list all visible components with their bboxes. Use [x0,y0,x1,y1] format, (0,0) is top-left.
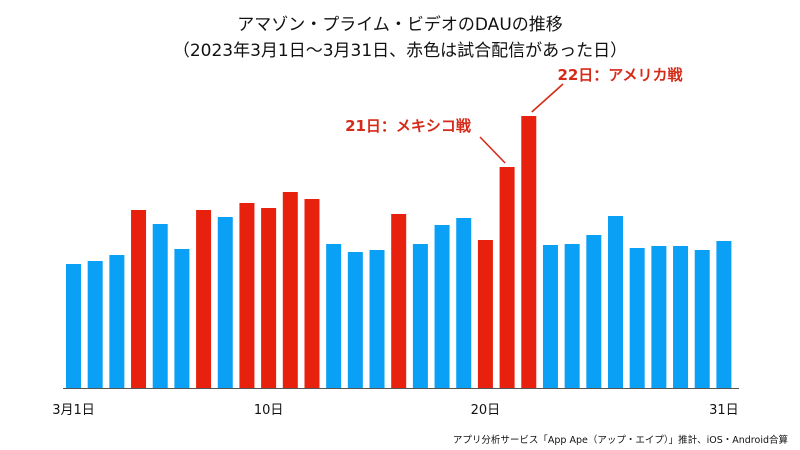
bar-day-21 [499,167,515,388]
bar-day-16 [391,214,407,388]
bar-day-28 [651,246,667,388]
bar-day-14 [347,252,363,388]
source-note: アプリ分析サービス「App Ape（アップ・エイプ）」推計、iOS・Androi… [452,435,788,446]
x-tick-label: 10日 [254,403,284,418]
bar-day-2 [87,261,103,388]
chart-title: アマゾン・プライム・ビデオのDAUの推移 [237,15,563,35]
annotation-leader-line [531,83,564,113]
x-tick-label: 20日 [471,403,501,418]
bar-day-26 [608,216,623,388]
chart-subtitle: （2023年3月1日〜3月31日、赤色は試合配信があった日） [172,41,628,61]
bar-day-18 [434,225,450,388]
bar-day-17 [412,244,428,388]
bar-day-5 [152,224,168,388]
bar-day-19 [456,218,472,388]
bar-day-15 [369,250,385,388]
bar-day-23 [542,245,558,388]
bar-day-10 [261,208,277,388]
annotation-usa-game: 22日：アメリカ戦 [557,66,683,84]
x-tick-label: 3月1日 [52,403,95,418]
bar-day-1 [66,264,81,388]
bar-day-24 [564,244,580,388]
bar-day-9 [239,203,255,388]
annotation-mexico-game: 21日：メキシコ戦 [345,117,472,135]
bar-day-29 [673,246,689,388]
bar-day-8 [217,217,233,388]
bar-day-3 [109,255,125,388]
bar-day-11 [282,192,298,388]
bar-day-13 [326,244,342,388]
bar-day-22 [521,116,537,388]
annotation-leader-line [479,136,506,164]
bar-day-20 [477,240,493,388]
bar-day-12 [304,199,320,388]
bar-day-6 [174,249,190,388]
bar-day-4 [131,210,147,388]
x-tick-label: 31日 [709,403,739,418]
bar-day-25 [586,235,602,388]
bar-day-30 [694,250,710,388]
bar-day-31 [716,241,732,388]
bar-day-7 [196,210,212,388]
bar-day-27 [629,248,645,388]
